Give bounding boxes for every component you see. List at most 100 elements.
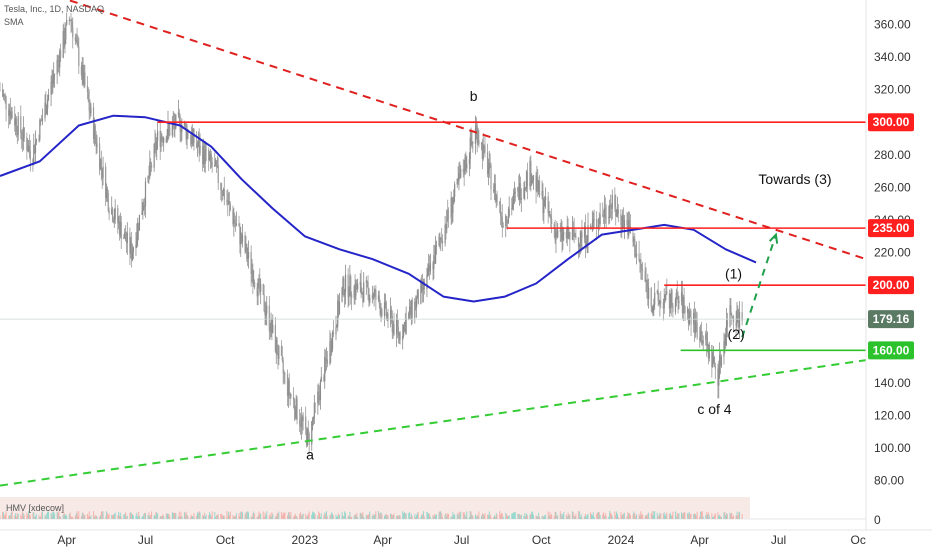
candle-body <box>254 282 256 288</box>
candle-body <box>299 420 301 426</box>
candle-body <box>569 232 571 240</box>
volume-bar <box>294 513 296 519</box>
candle-body <box>456 178 458 185</box>
candle-body <box>244 234 246 252</box>
candle-body <box>632 232 634 243</box>
candle-body <box>499 201 501 205</box>
volume-bar <box>232 515 234 519</box>
volume-bar <box>733 515 735 519</box>
candle-body <box>615 206 617 216</box>
candle-body <box>196 145 199 147</box>
candle-body <box>481 142 483 159</box>
candle-body <box>349 276 351 297</box>
candle-body <box>459 173 461 178</box>
candle-body <box>674 298 677 313</box>
volume-bar <box>33 512 35 519</box>
volume-bar <box>338 513 340 519</box>
candle-body <box>549 210 551 216</box>
candle-body <box>21 139 24 141</box>
candle-body <box>487 169 490 175</box>
candle-body <box>599 214 601 224</box>
price-badge-label: 200.00 <box>873 278 910 292</box>
volume-bar <box>74 515 76 519</box>
candle-body <box>10 111 12 119</box>
volume-bar <box>204 516 206 519</box>
volume-bar <box>718 515 720 519</box>
volume-bar <box>111 514 113 519</box>
candle-body <box>719 355 721 373</box>
candle-body <box>483 144 485 146</box>
candle-body <box>276 339 278 356</box>
volume-bar <box>156 512 158 519</box>
volume-bar <box>656 512 658 519</box>
candle-body <box>718 372 720 386</box>
annotation-label: c of 4 <box>697 401 731 417</box>
volume-bar <box>713 514 715 519</box>
volume-bar <box>380 512 382 519</box>
candle-body <box>29 150 31 160</box>
candle-body <box>159 130 161 148</box>
candle-body <box>616 209 619 216</box>
volume-bar <box>560 513 562 519</box>
candle-body <box>604 207 606 218</box>
volume-bar <box>590 512 592 519</box>
candle-body <box>397 326 399 336</box>
candle-body <box>428 265 430 269</box>
volume-bar <box>393 513 395 519</box>
levels-and-trendlines <box>0 0 867 487</box>
volume-bar <box>367 515 369 519</box>
volume-bar <box>464 514 466 519</box>
candle-body <box>500 215 503 217</box>
volume-bar <box>506 515 508 519</box>
candle-body <box>682 297 684 314</box>
volume-bar <box>287 512 289 519</box>
volume-bar <box>338 514 340 519</box>
volume-bar <box>378 513 380 519</box>
volume-bar <box>681 512 683 519</box>
volume-bar <box>669 512 671 519</box>
candle-body <box>384 302 386 304</box>
volume-bar <box>199 512 201 519</box>
candle-body <box>434 255 436 264</box>
volume-bar <box>144 513 146 519</box>
candle-body <box>169 127 171 136</box>
candle-body <box>486 152 489 175</box>
candle-body <box>450 197 452 218</box>
candles-group <box>0 12 743 455</box>
candle-body <box>95 137 97 148</box>
volume-bar <box>653 511 655 519</box>
candle-body <box>90 107 92 114</box>
x-tick-label: Apr <box>373 533 392 547</box>
volume-bar <box>426 511 428 519</box>
volume-bar <box>694 513 696 519</box>
volume-bar <box>228 514 230 519</box>
volume-legend[interactable]: HMV [xdecow] <box>6 503 64 513</box>
volume-bar <box>484 512 486 519</box>
volume-bar <box>578 511 580 519</box>
candle-body <box>299 425 302 428</box>
candle-body <box>57 60 59 62</box>
volume-bar <box>82 512 84 519</box>
volume-bar <box>520 514 522 519</box>
volume-bar <box>463 512 465 519</box>
volume-bar <box>459 511 461 519</box>
volume-bar <box>120 516 122 519</box>
volume-bar <box>60 516 62 519</box>
candle-body <box>693 312 695 325</box>
volume-bar <box>701 511 703 519</box>
candle-body <box>647 285 649 300</box>
volume-bar <box>590 514 592 519</box>
volume-bar <box>363 516 365 519</box>
candle-body <box>40 119 42 121</box>
sma-legend[interactable]: SMA <box>4 17 24 27</box>
candle-body <box>511 208 513 210</box>
candle-body <box>665 291 667 295</box>
volume-bar <box>599 515 601 519</box>
symbol-legend[interactable]: Tesla, Inc., 1D, NASDAQ <box>4 4 104 14</box>
volume-bar <box>375 511 377 519</box>
volume-bar <box>446 515 448 519</box>
volume-bar <box>90 515 92 519</box>
candle-body <box>614 194 616 207</box>
volume-bar <box>404 513 406 519</box>
candle-body <box>341 287 343 302</box>
